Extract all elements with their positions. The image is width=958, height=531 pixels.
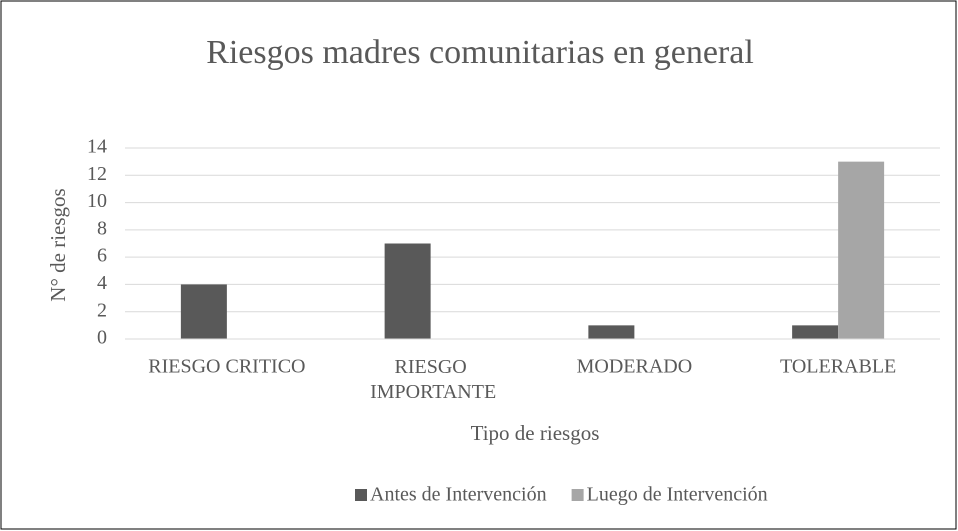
y-tick-label: 8 xyxy=(97,217,107,239)
y-tick-label: 2 xyxy=(97,299,107,321)
x-tick-label: TOLERABLE xyxy=(780,356,896,378)
bar xyxy=(838,161,885,339)
bar xyxy=(180,284,227,339)
y-tick-label: 14 xyxy=(87,136,107,158)
x-tick-label: MODERADO xyxy=(577,356,693,378)
y-tick-label: 4 xyxy=(97,272,107,294)
y-tick-label: 10 xyxy=(87,190,107,212)
x-axis-title: Tipo de riesgos xyxy=(471,421,600,445)
x-tick-label: RIESGO CRITICO xyxy=(148,356,305,378)
y-tick-label: 12 xyxy=(87,163,107,185)
y-axis-title: N° de riesgos xyxy=(46,188,70,301)
bar xyxy=(792,325,839,339)
bar xyxy=(384,243,431,339)
y-tick-label: 0 xyxy=(97,327,107,349)
legend-label: Luego de Intervención xyxy=(587,484,768,506)
legend-swatch xyxy=(355,489,367,501)
chart-title: Riesgos madres comunitarias en general xyxy=(206,34,754,71)
y-tick-label: 6 xyxy=(97,245,107,267)
legend-label: Antes de Intervención xyxy=(370,484,547,506)
bar xyxy=(588,325,635,339)
x-tick-label: RIESGO IMPORTANTE xyxy=(365,356,496,403)
legend-swatch xyxy=(571,489,584,501)
